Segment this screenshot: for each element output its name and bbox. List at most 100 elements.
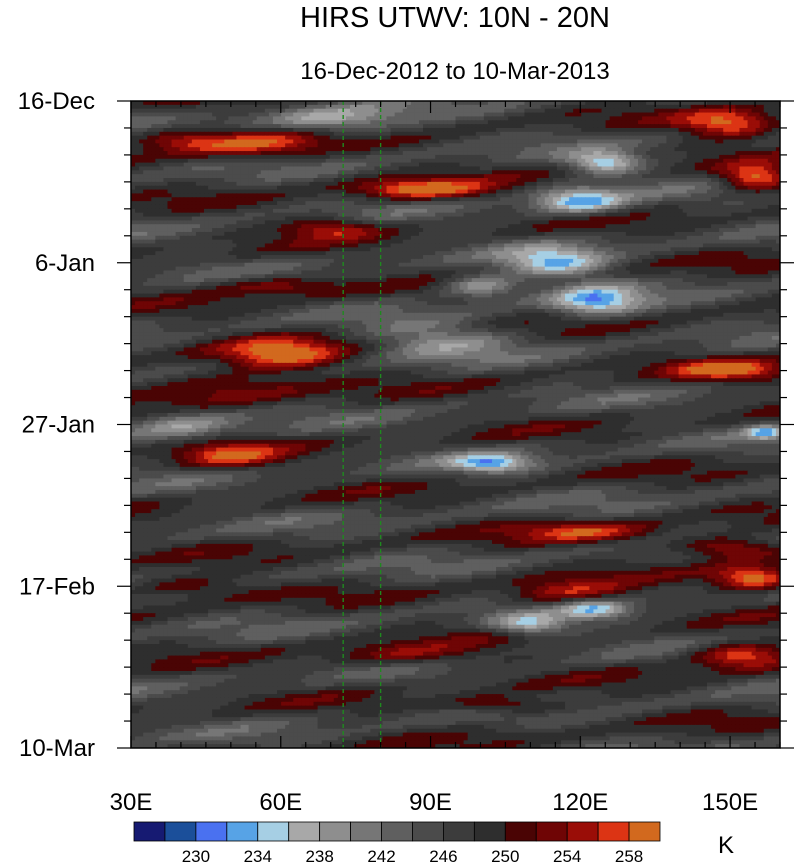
contour-cell bbox=[346, 105, 351, 109]
contour-cell bbox=[533, 217, 538, 221]
contour-cell bbox=[638, 120, 643, 124]
contour-cell bbox=[212, 201, 217, 205]
contour-cell bbox=[249, 132, 254, 136]
contour-cell bbox=[456, 182, 461, 186]
contour-cell bbox=[439, 113, 444, 117]
contour-cell bbox=[419, 201, 424, 205]
contour-cell bbox=[261, 209, 266, 213]
contour-cell bbox=[638, 140, 643, 144]
contour-cell bbox=[236, 120, 241, 124]
contour-cell bbox=[492, 213, 497, 217]
contour-cell bbox=[305, 120, 310, 124]
contour-cell bbox=[561, 151, 566, 155]
contour-cell bbox=[395, 174, 400, 178]
contour-cell bbox=[447, 213, 452, 217]
contour-cell bbox=[273, 205, 278, 209]
contour-cell bbox=[573, 174, 578, 178]
contour-cell bbox=[577, 116, 582, 120]
contour-cell bbox=[739, 132, 744, 136]
contour-cell bbox=[549, 105, 554, 109]
contour-cell bbox=[257, 163, 262, 167]
contour-cell bbox=[606, 124, 611, 128]
contour-cell bbox=[748, 155, 753, 159]
contour-cell bbox=[236, 136, 241, 140]
contour-cell bbox=[658, 166, 663, 170]
contour-cell bbox=[330, 170, 335, 174]
contour-cell bbox=[614, 205, 619, 209]
contour-cell bbox=[273, 159, 278, 163]
contour-cell bbox=[549, 209, 554, 213]
contour-cell bbox=[403, 109, 408, 113]
contour-cell bbox=[387, 186, 392, 190]
contour-cell bbox=[476, 128, 481, 132]
contour-cell bbox=[476, 197, 481, 201]
contour-cell bbox=[212, 151, 217, 155]
contour-cell bbox=[216, 136, 221, 140]
contour-cell bbox=[541, 217, 546, 221]
contour-cell bbox=[147, 163, 152, 167]
contour-cell bbox=[265, 105, 270, 109]
contour-cell bbox=[346, 217, 351, 221]
contour-cell bbox=[488, 186, 493, 190]
contour-cell bbox=[541, 193, 546, 197]
contour-cell bbox=[180, 209, 185, 213]
contour-cell bbox=[395, 182, 400, 186]
contour-cell bbox=[289, 105, 294, 109]
contour-cell bbox=[293, 209, 298, 213]
contour-cell bbox=[589, 213, 594, 217]
contour-cell bbox=[269, 186, 274, 190]
contour-cell bbox=[597, 166, 602, 170]
contour-cell bbox=[253, 109, 258, 113]
contour-cell bbox=[176, 174, 181, 178]
contour-cell bbox=[139, 201, 144, 205]
contour-cell bbox=[679, 163, 684, 167]
contour-cell bbox=[285, 170, 290, 174]
contour-cell bbox=[147, 116, 152, 120]
contour-cell bbox=[626, 143, 631, 147]
contour-cell bbox=[407, 109, 412, 113]
contour-cell bbox=[670, 128, 675, 132]
contour-cell bbox=[585, 109, 590, 113]
contour-cell bbox=[626, 217, 631, 221]
contour-cell bbox=[257, 155, 262, 159]
contour-cell bbox=[273, 116, 278, 120]
contour-cell bbox=[508, 209, 513, 213]
contour-cell bbox=[269, 178, 274, 182]
contour-cell bbox=[435, 197, 440, 201]
contour-cell bbox=[212, 120, 217, 124]
contour-cell bbox=[220, 140, 225, 144]
contour-cell bbox=[468, 201, 473, 205]
contour-cell bbox=[533, 120, 538, 124]
contour-cell bbox=[695, 186, 700, 190]
contour-cell bbox=[484, 170, 489, 174]
contour-cell bbox=[135, 132, 140, 136]
contour-cell bbox=[159, 140, 164, 144]
contour-cell bbox=[520, 136, 525, 140]
contour-cell bbox=[305, 166, 310, 170]
contour-cell bbox=[691, 217, 696, 221]
contour-cell bbox=[537, 186, 542, 190]
contour-cell bbox=[646, 128, 651, 132]
contour-cell bbox=[618, 136, 623, 140]
contour-cell bbox=[216, 128, 221, 132]
contour-cell bbox=[382, 201, 387, 205]
contour-cell bbox=[419, 182, 424, 186]
contour-cell bbox=[468, 132, 473, 136]
contour-cell bbox=[241, 209, 246, 213]
contour-cell bbox=[289, 217, 294, 221]
contour-cell bbox=[184, 170, 189, 174]
contour-cell bbox=[139, 166, 144, 170]
contour-cell bbox=[654, 140, 659, 144]
contour-cell bbox=[533, 178, 538, 182]
contour-cell bbox=[658, 163, 663, 167]
contour-cell bbox=[565, 109, 570, 113]
contour-cell bbox=[630, 136, 635, 140]
contour-cell bbox=[399, 136, 404, 140]
contour-cell bbox=[496, 136, 501, 140]
contour-cell bbox=[557, 166, 562, 170]
contour-cell bbox=[634, 116, 639, 120]
contour-cell bbox=[220, 147, 225, 151]
contour-cell bbox=[666, 147, 671, 151]
contour-cell bbox=[456, 128, 461, 132]
contour-cell bbox=[257, 151, 262, 155]
